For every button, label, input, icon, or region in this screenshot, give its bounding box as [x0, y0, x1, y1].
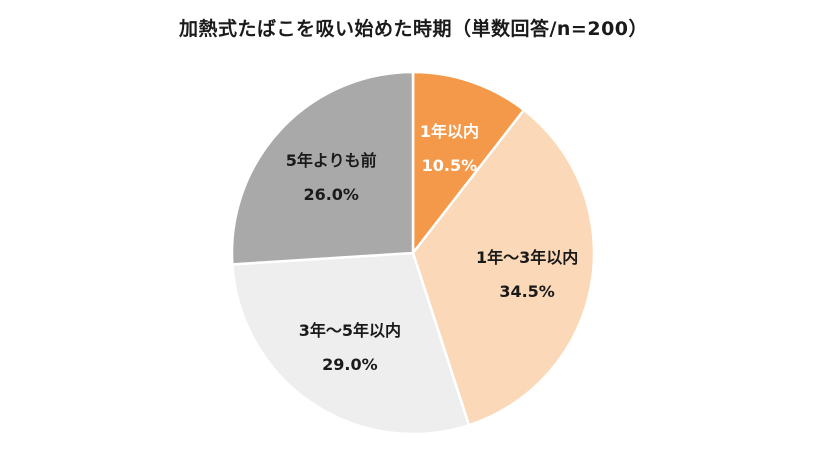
slice-category-label: 5年よりも前: [286, 151, 377, 170]
pie-slice-4: [230, 70, 415, 266]
slice-value-label: 29.0%: [322, 355, 378, 374]
pie-slice-2: [411, 108, 596, 427]
slice-value-label: 34.5%: [499, 282, 555, 301]
slice-category-label: 1年以内: [420, 122, 479, 141]
pie-slice-3: [231, 251, 471, 436]
pie-slices: [230, 70, 596, 436]
pie-slice-1: [411, 70, 526, 257]
slice-value-label: 10.5%: [422, 156, 478, 175]
chart-title: 加熱式たばこを吸い始めた時期（単数回答/n=200）: [178, 18, 649, 40]
slice-category-label: 3年～5年以内: [299, 321, 401, 340]
slice-category-label: 1年～3年以内: [476, 248, 578, 267]
pie-labels: 1年以内 10.5% 1年～3年以内 34.5% 3年～5年以内 29.0% 5年よりも前 2…: [286, 122, 578, 374]
slice-value-label: 26.0%: [303, 185, 359, 204]
